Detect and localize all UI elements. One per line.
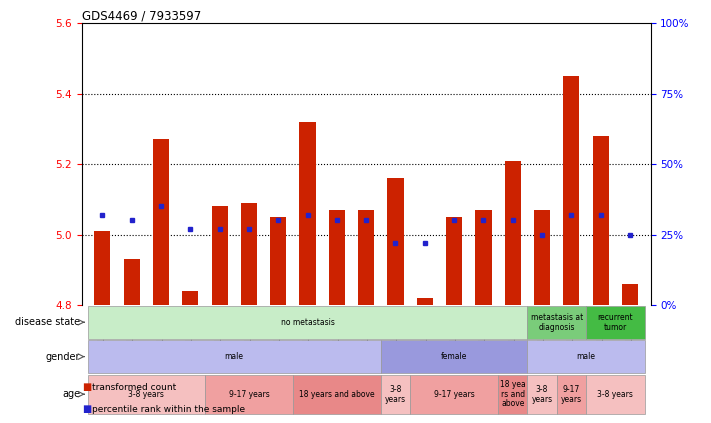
Text: GSM1025536: GSM1025536 [508, 308, 518, 359]
Text: GSM1025531: GSM1025531 [127, 308, 136, 359]
Text: percentile rank within the sample: percentile rank within the sample [92, 405, 245, 414]
Bar [381, 340, 528, 373]
Bar [563, 76, 579, 305]
Text: GSM1025534: GSM1025534 [449, 308, 459, 359]
Text: GSM1025540: GSM1025540 [391, 308, 400, 359]
Text: GSM1025541: GSM1025541 [479, 308, 488, 359]
Text: 18 years and above: 18 years and above [299, 390, 375, 399]
Bar [241, 203, 257, 305]
Bar [299, 122, 316, 305]
Bar [476, 210, 491, 305]
Bar [557, 375, 586, 414]
Bar [124, 259, 139, 305]
Text: 18 yea
rs and
above: 18 yea rs and above [500, 380, 525, 408]
Text: 3-8
years: 3-8 years [532, 385, 552, 404]
Text: male: male [577, 352, 596, 361]
Bar [417, 298, 433, 305]
Bar [387, 178, 404, 305]
Bar [534, 210, 550, 305]
Bar [182, 291, 198, 305]
Bar [293, 375, 381, 414]
Text: GSM1025545: GSM1025545 [274, 308, 283, 359]
Bar [87, 340, 381, 373]
Text: age: age [62, 389, 80, 399]
Text: ■: ■ [82, 404, 91, 415]
Text: transformed count: transformed count [92, 382, 176, 392]
Text: 9-17 years: 9-17 years [434, 390, 474, 399]
Text: GSM1025546: GSM1025546 [186, 308, 195, 359]
Bar [87, 306, 528, 339]
Text: 3-8
years: 3-8 years [385, 385, 406, 404]
Text: GSM1025537: GSM1025537 [303, 308, 312, 359]
Text: GSM1025532: GSM1025532 [156, 308, 166, 359]
Bar [622, 284, 638, 305]
Bar [498, 375, 528, 414]
Text: 9-17
years: 9-17 years [561, 385, 582, 404]
Bar [528, 306, 586, 339]
Bar [593, 136, 609, 305]
Bar [211, 206, 228, 305]
Text: GSM1025530: GSM1025530 [98, 308, 107, 359]
Bar [410, 375, 498, 414]
Bar [586, 375, 645, 414]
Bar [505, 161, 521, 305]
Bar [87, 375, 205, 414]
Text: GSM1025528: GSM1025528 [420, 308, 429, 359]
Bar [95, 231, 110, 305]
Bar [528, 375, 557, 414]
Text: GSM1025538: GSM1025538 [538, 308, 547, 359]
Text: GDS4469 / 7933597: GDS4469 / 7933597 [82, 9, 201, 22]
Text: female: female [441, 352, 467, 361]
Text: gender: gender [46, 352, 80, 362]
Bar [205, 375, 293, 414]
Text: male: male [225, 352, 244, 361]
Text: metastasis at
diagnosis: metastasis at diagnosis [530, 313, 583, 332]
Text: GSM1025542: GSM1025542 [332, 308, 341, 359]
Text: recurrent
tumor: recurrent tumor [597, 313, 634, 332]
Bar [528, 340, 645, 373]
Text: disease state: disease state [15, 317, 80, 327]
Text: 3-8 years: 3-8 years [128, 390, 164, 399]
Text: no metastasis: no metastasis [281, 318, 334, 327]
Text: GSM1025535: GSM1025535 [215, 308, 224, 359]
Text: 3-8 years: 3-8 years [597, 390, 634, 399]
Bar [153, 140, 169, 305]
Text: GSM1025529: GSM1025529 [597, 308, 605, 359]
Bar [381, 375, 410, 414]
Text: GSM1025539: GSM1025539 [626, 308, 634, 359]
Text: GSM1025533: GSM1025533 [567, 308, 576, 359]
Bar [270, 217, 287, 305]
Text: ■: ■ [82, 382, 91, 392]
Bar [446, 217, 462, 305]
Text: 9-17 years: 9-17 years [228, 390, 269, 399]
Text: GSM1025544: GSM1025544 [245, 308, 253, 359]
Bar [358, 210, 374, 305]
Bar [586, 306, 645, 339]
Bar [328, 210, 345, 305]
Text: GSM1025543: GSM1025543 [362, 308, 370, 359]
